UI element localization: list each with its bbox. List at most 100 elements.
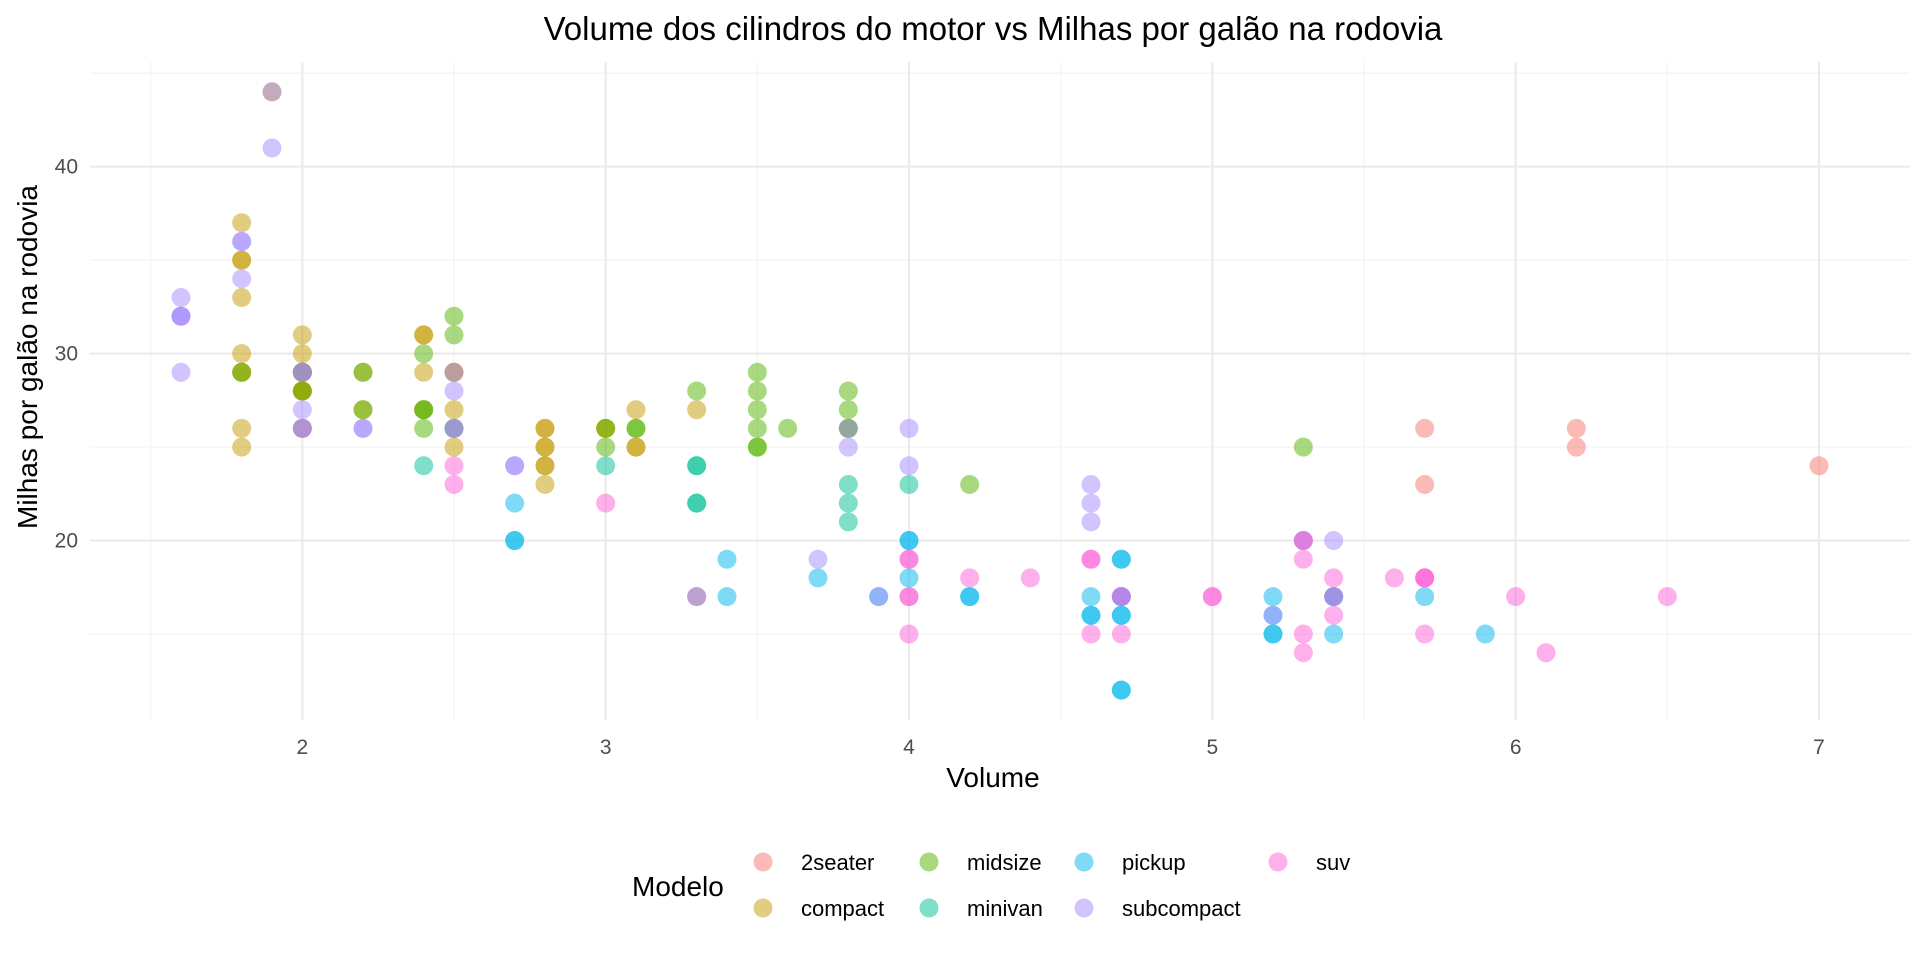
data-point-suv xyxy=(960,568,980,588)
data-point-subcompact xyxy=(171,362,191,382)
data-point-compact xyxy=(292,344,312,364)
data-point-subcompact xyxy=(262,82,282,102)
data-point-2seater xyxy=(1415,474,1435,494)
data-point-subcompact xyxy=(444,362,464,382)
data-point-suv xyxy=(1293,624,1313,644)
legend-key-minivan xyxy=(919,898,939,918)
data-point-compact xyxy=(232,437,252,457)
legend-key-subcompact xyxy=(1074,898,1094,918)
x-tick-label: 5 xyxy=(1206,736,1218,759)
x-tick-label: 7 xyxy=(1813,736,1825,759)
data-point-subcompact xyxy=(444,381,464,401)
x-tick-label: 3 xyxy=(600,736,612,759)
data-point-compact xyxy=(535,418,555,438)
data-point-compact xyxy=(414,362,434,382)
data-point-pickup xyxy=(717,587,737,607)
data-point-subcompact xyxy=(869,587,889,607)
data-point-subcompact xyxy=(292,362,312,382)
data-point-minivan xyxy=(596,456,616,476)
data-point-suv xyxy=(1293,531,1313,551)
data-point-midsize xyxy=(444,306,464,326)
data-point-midsize xyxy=(747,362,767,382)
data-point-subcompact xyxy=(899,418,919,438)
data-point-suv xyxy=(899,587,919,607)
data-point-midsize xyxy=(444,325,464,345)
data-point-suv xyxy=(1293,549,1313,569)
data-point-suv xyxy=(1536,643,1556,663)
data-point-midsize xyxy=(838,400,858,420)
data-point-subcompact xyxy=(899,456,919,476)
data-point-midsize xyxy=(414,344,434,364)
data-point-midsize xyxy=(596,437,616,457)
data-point-suv xyxy=(1293,643,1313,663)
data-point-suv xyxy=(444,474,464,494)
data-point-minivan xyxy=(838,474,858,494)
legend-key-compact xyxy=(753,898,773,918)
legend-label-minivan: minivan xyxy=(967,896,1043,921)
data-points xyxy=(171,82,1829,700)
x-axis-ticks: 2 3 4 5 6 7 xyxy=(296,736,1824,759)
data-point-suv xyxy=(444,456,464,476)
data-point-compact xyxy=(232,288,252,308)
data-point-subcompact xyxy=(292,400,312,420)
data-point-compact xyxy=(626,400,646,420)
data-point-suv xyxy=(1506,587,1526,607)
data-point-subcompact xyxy=(1081,474,1101,494)
data-point-suv xyxy=(1202,587,1222,607)
data-point-compact xyxy=(232,250,252,270)
data-point-pickup xyxy=(505,493,525,513)
data-point-pickup xyxy=(1111,549,1131,569)
data-point-subcompact xyxy=(505,456,525,476)
legend: Modelo 2seater compact midsize minivan picku… xyxy=(632,850,1350,921)
data-point-suv xyxy=(1081,624,1101,644)
data-point-pickup xyxy=(1081,605,1101,625)
data-point-suv xyxy=(687,587,707,607)
data-point-subcompact xyxy=(1081,512,1101,532)
x-tick-label: 4 xyxy=(903,736,915,759)
data-point-subcompact xyxy=(838,418,858,438)
data-point-suv xyxy=(1324,605,1344,625)
data-point-suv xyxy=(1020,568,1040,588)
data-point-compact xyxy=(232,418,252,438)
data-point-pickup xyxy=(1263,624,1283,644)
data-point-compact xyxy=(535,474,555,494)
x-tick-label: 6 xyxy=(1510,736,1522,759)
data-point-midsize xyxy=(626,418,646,438)
y-tick-label: 40 xyxy=(55,156,78,179)
data-point-subcompact xyxy=(292,418,312,438)
data-point-subcompact xyxy=(808,549,828,569)
data-point-pickup xyxy=(1111,605,1131,625)
data-point-midsize xyxy=(747,400,767,420)
y-tick-label: 20 xyxy=(55,530,78,553)
data-point-midsize xyxy=(778,418,798,438)
data-point-subcompact xyxy=(1324,531,1344,551)
legend-label-pickup: pickup xyxy=(1122,850,1186,875)
x-tick-label: 2 xyxy=(296,736,308,759)
data-point-midsize xyxy=(838,381,858,401)
data-point-subcompact xyxy=(838,437,858,457)
data-point-pickup xyxy=(808,568,828,588)
data-point-minivan xyxy=(687,456,707,476)
data-point-subcompact xyxy=(232,269,252,289)
x-axis-title: Volume xyxy=(946,762,1039,793)
data-point-pickup xyxy=(899,568,919,588)
data-point-suv xyxy=(899,549,919,569)
data-point-pickup xyxy=(1263,587,1283,607)
data-point-pickup xyxy=(1111,680,1131,700)
data-point-suv xyxy=(1111,587,1131,607)
data-point-compact xyxy=(626,437,646,457)
data-point-midsize xyxy=(747,418,767,438)
data-point-pickup xyxy=(1415,587,1435,607)
data-point-pickup xyxy=(1324,624,1344,644)
y-tick-label: 30 xyxy=(55,343,78,366)
data-point-midsize xyxy=(353,362,373,382)
data-point-compact xyxy=(535,437,555,457)
chart-title: Volume dos cilindros do motor vs Milhas … xyxy=(544,10,1443,47)
legend-key-pickup xyxy=(1074,852,1094,872)
data-point-midsize xyxy=(596,418,616,438)
legend-label-subcompact: subcompact xyxy=(1122,896,1241,921)
data-point-suv xyxy=(596,493,616,513)
data-point-subcompact xyxy=(353,418,373,438)
data-point-subcompact xyxy=(232,231,252,251)
data-point-compact xyxy=(444,400,464,420)
